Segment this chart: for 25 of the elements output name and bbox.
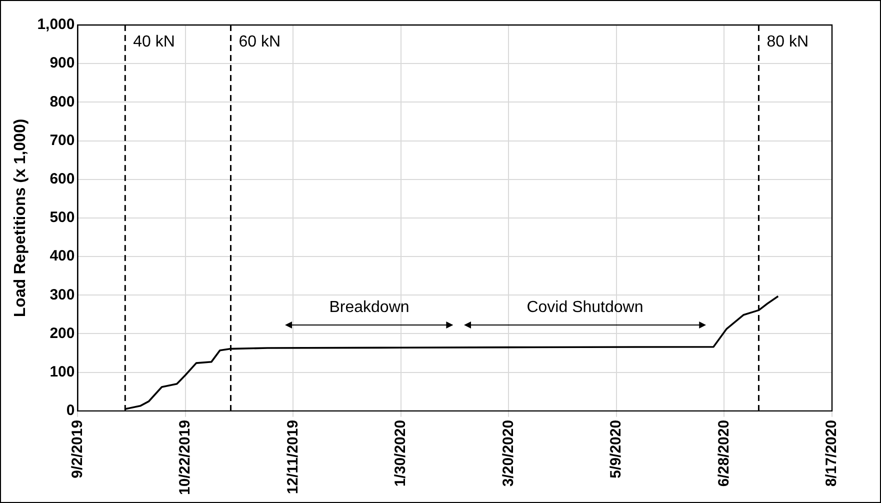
y-tick-label: 300 xyxy=(50,286,75,304)
annotation: Covid Shutdown xyxy=(526,299,644,318)
y-tick-label: 700 xyxy=(50,132,75,149)
x-tick-label: 12/11/2019 xyxy=(284,420,302,494)
x-tick-label: 8/17/2020 xyxy=(823,420,840,487)
x-tick-label: 10/22/2019 xyxy=(176,420,194,496)
x-tick-label: 1/30/2020 xyxy=(392,420,410,487)
y-tick-label: 900 xyxy=(50,54,75,72)
y-tick-label: 1,000 xyxy=(37,16,75,34)
ref-line-label: 40 kN xyxy=(133,33,175,50)
y-axis-title: Load Repetitions (x 1,000) xyxy=(12,118,30,318)
x-tick-label: 6/28/2020 xyxy=(715,420,732,487)
y-tick-label: 400 xyxy=(50,248,75,265)
ref-line-label: 80 kN xyxy=(766,33,809,50)
y-tick-label: 800 xyxy=(50,93,75,110)
x-tick-label: 9/2/2019 xyxy=(68,420,86,478)
y-tick-label: 600 xyxy=(50,170,75,188)
x-tick-label: 5/9/2020 xyxy=(608,420,625,478)
x-tick-label: 3/20/2020 xyxy=(500,420,517,487)
annotation: Breakdown xyxy=(329,299,410,318)
y-tick-label: 500 xyxy=(50,209,75,226)
y-tick-label: 100 xyxy=(50,363,75,380)
y-tick-label: 200 xyxy=(50,324,75,342)
ref-line-label: 60 kN xyxy=(238,33,281,50)
y-tick-label: 0 xyxy=(66,402,75,420)
